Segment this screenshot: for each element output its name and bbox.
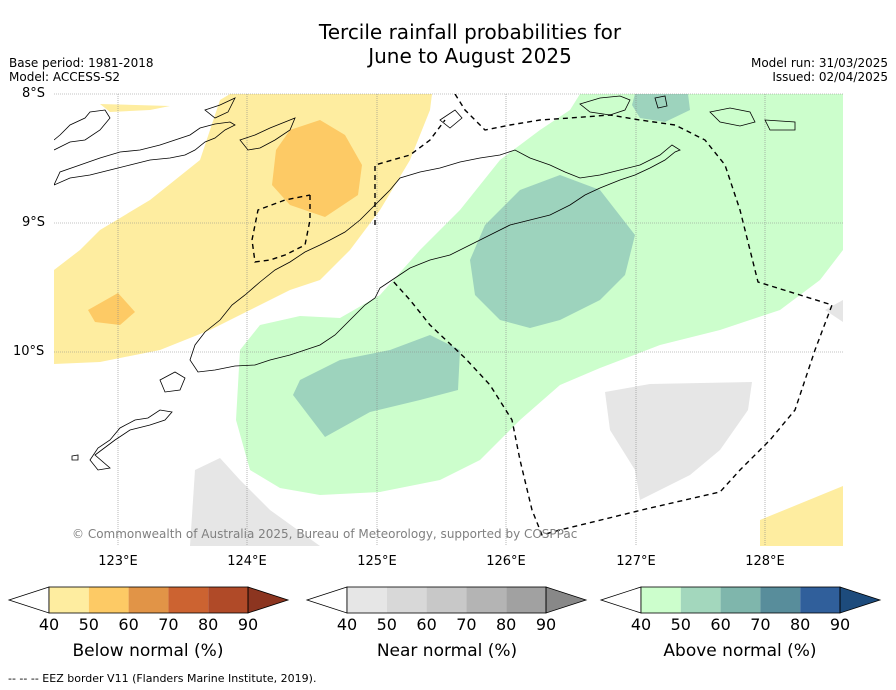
colorbar-tick-label: 50: [376, 615, 397, 634]
lat-label-9S: 9°S: [22, 215, 46, 230]
colorbar-tick-label: 60: [118, 615, 139, 634]
colorbar-segment: [88, 587, 129, 613]
colorbar-tick-label: 70: [750, 615, 771, 634]
colorbar-segment: [208, 587, 248, 613]
gridlines: [54, 93, 843, 546]
coastlines: [54, 95, 796, 471]
wetar-coastline: [579, 95, 631, 116]
flores-coastline: [54, 109, 111, 151]
colorbar-tick-label: 50: [78, 615, 99, 634]
colorbar-tick-label: 70: [456, 615, 477, 634]
colorbar-tick-label: 80: [790, 615, 811, 634]
colorbar-extend-low: [7, 586, 50, 614]
colorbar-extend-high: [545, 586, 588, 614]
timor-coastline: [189, 144, 681, 373]
colorbar-extend-high: [247, 586, 290, 614]
eez-borders: [251, 94, 833, 536]
lon-label-123E: 123°E: [98, 554, 138, 569]
colorbar-outline: [640, 586, 841, 614]
colorbar-segment: [680, 587, 721, 613]
colorbar-segment: [49, 587, 89, 613]
below-normal-50-region: [100, 104, 170, 112]
sawu-coastline: [89, 409, 173, 471]
colorbar-tick-label: 40: [38, 615, 60, 634]
lat-label-10S: 10°S: [13, 344, 45, 359]
colorbar-segment: [641, 587, 681, 613]
colorbar-tick-label: 90: [535, 615, 557, 634]
rote-coastline: [159, 371, 186, 393]
colorbar-extend-high: [839, 586, 882, 614]
lat-label-8S: 8°S: [22, 86, 46, 101]
colorbar-tick-label: 70: [158, 615, 179, 634]
base-period: Base period: 1981-2018: [9, 56, 154, 70]
colorbar-extend-low: [305, 586, 348, 614]
title-line-2: June to August 2025: [368, 44, 572, 68]
colorbar-outline: [346, 586, 547, 614]
colorbar-segment: [168, 587, 209, 613]
colorbar-segment: [506, 587, 546, 613]
colorbar-tick-label: 60: [416, 615, 437, 634]
colorbars: [7, 586, 882, 614]
colorbar-tick-label: 60: [710, 615, 731, 634]
meta-left: Base period: 1981-2018 Model: ACCESS-S2: [9, 56, 154, 84]
island-coastline: [764, 119, 796, 131]
lon-label-128E: 128°E: [745, 554, 785, 569]
island-coastline: [709, 107, 756, 127]
meta-right: Model run: 31/03/2025 Issued: 02/04/2025: [751, 56, 888, 84]
colorbar-tick-label: 80: [496, 615, 517, 634]
colorbar-segment: [720, 587, 761, 613]
near-normal-40-region: [825, 300, 843, 322]
colorbar-title: Near normal (%): [376, 641, 518, 661]
lon-label-124E: 124°E: [227, 554, 267, 569]
colorbar-tick-label: 90: [829, 615, 851, 634]
above-normal-60-region: [632, 94, 690, 122]
title-line-1: Tercile rainfall probabilities for: [318, 20, 622, 44]
above-normal-60-region: [293, 335, 460, 437]
colorbar-segment: [760, 587, 801, 613]
near-normal-40-region: [190, 458, 320, 546]
colorbar-tick-label: 40: [336, 615, 358, 634]
island-coastline: [654, 95, 668, 109]
colorbar-segment: [386, 587, 427, 613]
lon-label-126E: 126°E: [486, 554, 526, 569]
probability-fields: [54, 94, 843, 546]
above-normal-60-region: [470, 175, 635, 328]
island-coastline: [204, 97, 236, 119]
colorbar-segment: [347, 587, 387, 613]
colorbar-title: Below normal (%): [72, 641, 224, 661]
eez-legend-note: -- -- -- EEZ border V11 (Flanders Marine…: [8, 672, 317, 685]
copyright-notice: © Commonwealth of Australia 2025, Bureau…: [72, 527, 578, 541]
eez-border-line: [391, 94, 833, 536]
model-name: Model: ACCESS-S2: [9, 70, 121, 84]
chart-title: Tercile rainfall probabilities for June …: [0, 20, 896, 68]
near-normal-40-region: [605, 382, 752, 500]
model-run: Model run: 31/03/2025: [750, 56, 888, 70]
colorbar-tick-label: 50: [670, 615, 691, 634]
lon-label-125E: 125°E: [357, 554, 397, 569]
eez-border-line: [251, 194, 311, 263]
below-normal-50-region: [760, 486, 843, 546]
colorbar-segment: [800, 587, 840, 613]
issued-date: Issued: 02/04/2025: [772, 70, 888, 84]
lon-label-127E: 127°E: [616, 554, 656, 569]
colorbar-segment: [426, 587, 467, 613]
colorbar-segment: [466, 587, 507, 613]
colorbar-title: Above normal (%): [663, 641, 817, 661]
island-coastline: [71, 454, 79, 461]
colorbar-outline: [48, 586, 249, 614]
colorbar-tick-label: 90: [237, 615, 259, 634]
island-coastline: [439, 109, 463, 129]
colorbar-segment: [128, 587, 169, 613]
alor-coastline: [239, 117, 296, 151]
below-normal-60-region: [88, 293, 135, 325]
island-coastline: [54, 121, 236, 186]
colorbar-extend-low: [599, 586, 642, 614]
below-normal-60-region: [272, 120, 362, 217]
colorbar-tick-label: 80: [198, 615, 219, 634]
eez-border-line: [374, 119, 446, 225]
colorbar-tick-label: 40: [630, 615, 652, 634]
